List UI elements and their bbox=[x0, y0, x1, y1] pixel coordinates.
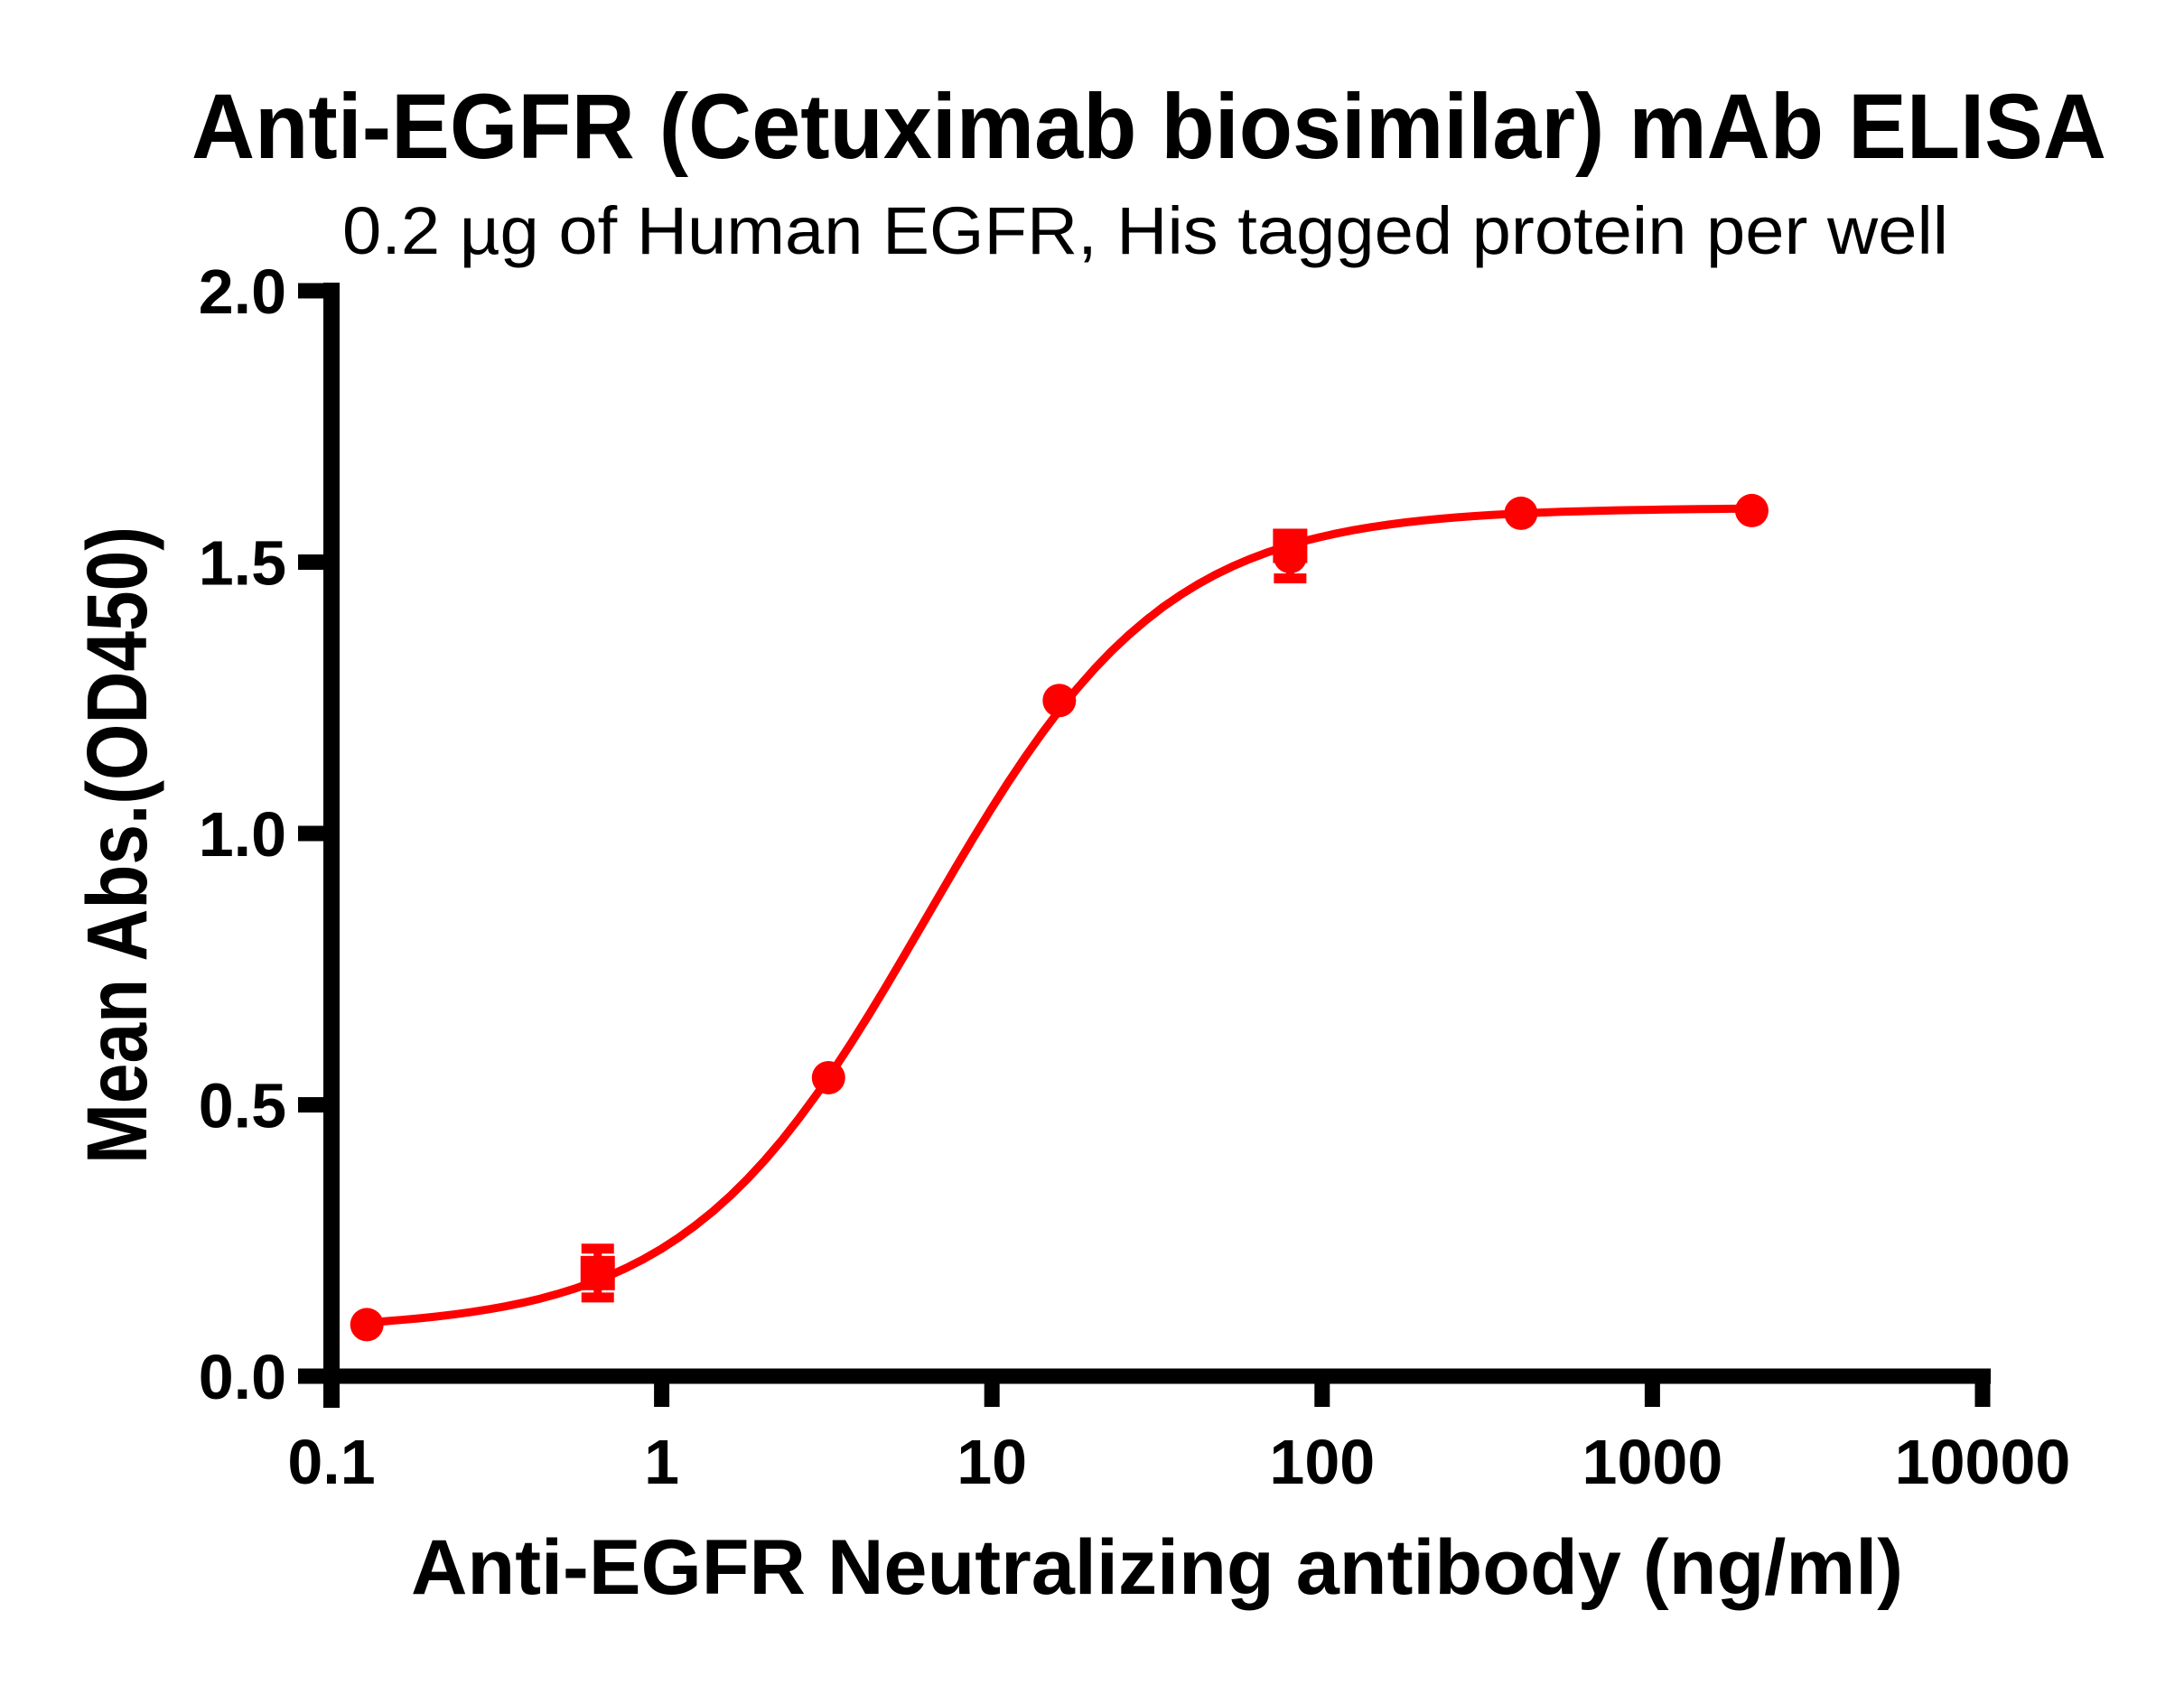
data-point-circle bbox=[1734, 493, 1769, 527]
error-bar-cap-bottom bbox=[1274, 573, 1307, 584]
x-tick-label: 100 bbox=[1269, 1427, 1375, 1497]
y-tick-label: 0.5 bbox=[199, 1071, 286, 1141]
x-tick bbox=[654, 1376, 670, 1407]
chart-title: Anti-EGFR (Cetuximab biosimilar) mAb ELI… bbox=[191, 75, 2106, 178]
y-tick-label: 2.0 bbox=[199, 256, 286, 327]
error-bar-cap-top bbox=[581, 1243, 614, 1254]
x-tick-label: 1 bbox=[644, 1427, 679, 1497]
y-tick-label: 0.0 bbox=[199, 1342, 286, 1412]
error-bar-cap-bottom bbox=[581, 1292, 614, 1303]
y-tick-label: 1.0 bbox=[199, 799, 286, 870]
x-tick bbox=[323, 1376, 340, 1407]
x-axis-label: Anti-EGFR Neutralizing antibody (ng/ml) bbox=[411, 1524, 1903, 1611]
data-point-circle bbox=[1042, 684, 1077, 718]
x-tick-label: 10 bbox=[957, 1427, 1027, 1497]
y-tick bbox=[298, 554, 325, 570]
data-point-square bbox=[580, 1255, 615, 1290]
data-point-circle bbox=[1504, 496, 1538, 530]
x-tick bbox=[1974, 1376, 1991, 1407]
x-tick-label: 1000 bbox=[1582, 1427, 1723, 1497]
axes: 0.0 0.5 1.0 1.5 2.0 0.1 1 10 100 1000 10000 bbox=[199, 256, 2071, 1497]
x-tick bbox=[1644, 1376, 1660, 1407]
data-point-circle bbox=[811, 1060, 845, 1094]
y-tick bbox=[298, 1097, 325, 1112]
x-tick bbox=[984, 1376, 1000, 1407]
y-tick bbox=[298, 283, 325, 299]
data-point-circle bbox=[1273, 539, 1307, 573]
y-axis-label: Mean Abs.(OD450) bbox=[70, 526, 165, 1164]
y-tick bbox=[298, 825, 325, 842]
y-axis-line bbox=[323, 283, 340, 1408]
x-tick-label: 10000 bbox=[1895, 1427, 2071, 1497]
chart-subtitle: 0.2 µg of Human EGFR, His tagged protein… bbox=[342, 193, 1948, 268]
plot-data bbox=[350, 493, 1769, 1342]
y-tick bbox=[298, 1368, 325, 1384]
x-tick-label: 0.1 bbox=[287, 1427, 375, 1497]
y-tick-label: 1.5 bbox=[199, 528, 286, 599]
x-axis-line bbox=[300, 1368, 1991, 1384]
data-point-circle bbox=[350, 1308, 384, 1342]
fit-curve bbox=[362, 504, 1756, 1327]
x-tick bbox=[1314, 1376, 1330, 1407]
